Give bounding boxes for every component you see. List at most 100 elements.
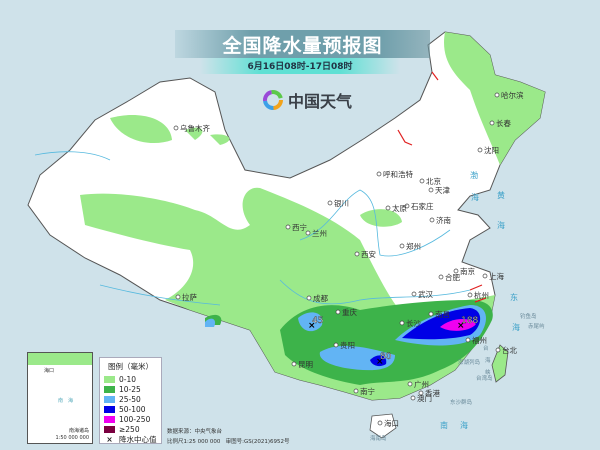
city-marker: 北京 xyxy=(419,176,441,186)
legend-swatch xyxy=(104,385,115,393)
legend-label: ≥250 xyxy=(119,424,140,434)
inset-land xyxy=(28,353,92,365)
legend-row: 100-250 xyxy=(104,414,157,424)
cross-icon: × xyxy=(106,434,113,444)
city-label: 合肥 xyxy=(445,272,460,282)
city-dot xyxy=(418,390,424,396)
inset-title: 南海诸岛 xyxy=(68,428,89,434)
city-marker: 济南 xyxy=(429,215,451,225)
legend-label: 50-100 xyxy=(119,404,146,414)
legend-swatch xyxy=(104,375,115,383)
city-label: 沈阳 xyxy=(484,145,499,155)
legend-swatch xyxy=(104,395,115,403)
sea-label: 峡 xyxy=(485,368,491,376)
legend-label: 100-250 xyxy=(119,414,151,424)
city-label: 长春 xyxy=(496,118,511,128)
city-dot xyxy=(495,347,501,353)
city-dot xyxy=(429,217,435,223)
city-label: 南京 xyxy=(460,266,475,276)
city-dot xyxy=(399,320,405,326)
rain-center-cross-icon: × xyxy=(457,321,465,331)
legend-row: 0-10 xyxy=(104,374,157,384)
city-dot xyxy=(377,420,383,426)
city-dot xyxy=(428,311,434,317)
inset-label: 南 xyxy=(58,398,64,404)
rain-center-value: 188 xyxy=(461,316,478,326)
city-label: 上海 xyxy=(489,271,504,281)
city-label: 天津 xyxy=(435,186,450,195)
city-marker: 长春 xyxy=(489,118,511,128)
city-dot xyxy=(438,274,444,280)
city-marker: 郑州 xyxy=(399,241,421,251)
inset-scale: 1:50 000 000 xyxy=(55,435,90,441)
rain-center-value: 45 xyxy=(312,316,323,326)
legend: 图例（毫米） 0-10 10-25 25-50 50-100 100-250 ≥250 ×… xyxy=(99,357,162,444)
city-marker: 长沙 xyxy=(399,318,421,328)
city-marker: 合肥 xyxy=(438,272,460,282)
city-marker: 贵阳 xyxy=(333,340,355,350)
city-marker: 南京 xyxy=(453,266,475,276)
city-marker: 天津 xyxy=(428,186,450,195)
legend-row: 10-25 xyxy=(104,384,157,394)
sea-label: 东 xyxy=(510,292,518,302)
city-label: 海口 xyxy=(384,418,399,428)
city-label: 成都 xyxy=(313,293,328,303)
city-dot xyxy=(175,294,181,300)
city-label: 广州 xyxy=(414,379,429,389)
city-label: 郑州 xyxy=(406,241,421,251)
city-dot xyxy=(291,361,297,367)
city-label: 银川 xyxy=(334,199,349,208)
city-dot xyxy=(285,224,291,230)
sea-label: 台 xyxy=(483,344,489,352)
legend-swatch xyxy=(104,415,115,423)
subtitle-band xyxy=(200,58,400,74)
rain-50-100-areas xyxy=(370,308,481,367)
legend-row: ≥250 xyxy=(104,424,157,434)
city-label: 重庆 xyxy=(342,307,357,317)
city-marker: 上海 xyxy=(482,271,504,281)
city-marker: 昆明 xyxy=(291,360,313,369)
city-marker: 乌鲁木齐 xyxy=(173,123,210,133)
sea-label: 海 xyxy=(460,420,468,430)
city-marker: 澳门 xyxy=(410,393,432,403)
city-marker: 哈尔滨 xyxy=(494,90,524,100)
city-dot xyxy=(376,171,382,177)
approval-number: 审图号:GS(2021)6952号 xyxy=(225,439,290,445)
city-dot xyxy=(407,381,413,387)
legend-label: 0-10 xyxy=(119,374,137,384)
city-dot xyxy=(410,395,416,401)
city-label: 兰州 xyxy=(312,228,327,238)
sea-label: 海 xyxy=(471,192,479,202)
legend-label: 10-25 xyxy=(119,384,141,394)
city-dot xyxy=(467,292,473,298)
city-dot xyxy=(173,125,179,131)
city-label: 呼和浩特 xyxy=(383,169,413,179)
city-label: 西宁 xyxy=(292,222,307,232)
wind-barb-marks xyxy=(397,71,487,303)
city-marker: 银川 xyxy=(327,199,349,208)
city-label: 南昌 xyxy=(435,309,450,319)
sea-label: 南 xyxy=(440,420,448,430)
city-dot xyxy=(482,273,488,279)
city-dot xyxy=(489,120,495,126)
city-marker: 沈阳 xyxy=(477,145,499,155)
sea-label: 台湾岛 xyxy=(476,374,493,382)
city-dot xyxy=(385,205,391,211)
city-marker: 福州 xyxy=(465,336,487,345)
city-label: 济南 xyxy=(436,215,451,225)
city-dot xyxy=(453,268,459,274)
city-dot xyxy=(305,230,311,236)
city-dot xyxy=(404,203,410,209)
city-marker: 兰州 xyxy=(305,228,327,238)
legend-title: 图例（毫米） xyxy=(108,362,153,371)
city-label: 昆明 xyxy=(298,360,313,369)
taiwan-island xyxy=(491,344,509,383)
city-marker: 台北 xyxy=(495,345,517,355)
city-marker: 太原 xyxy=(385,203,407,213)
city-dot xyxy=(306,295,312,301)
sea-label: 海 xyxy=(512,322,520,332)
map-scale: 比例尺1:25 000 000 xyxy=(167,439,221,445)
legend-row-center: × 降水中心值 xyxy=(104,434,157,444)
rain-center-cross-icon: × xyxy=(376,357,384,367)
